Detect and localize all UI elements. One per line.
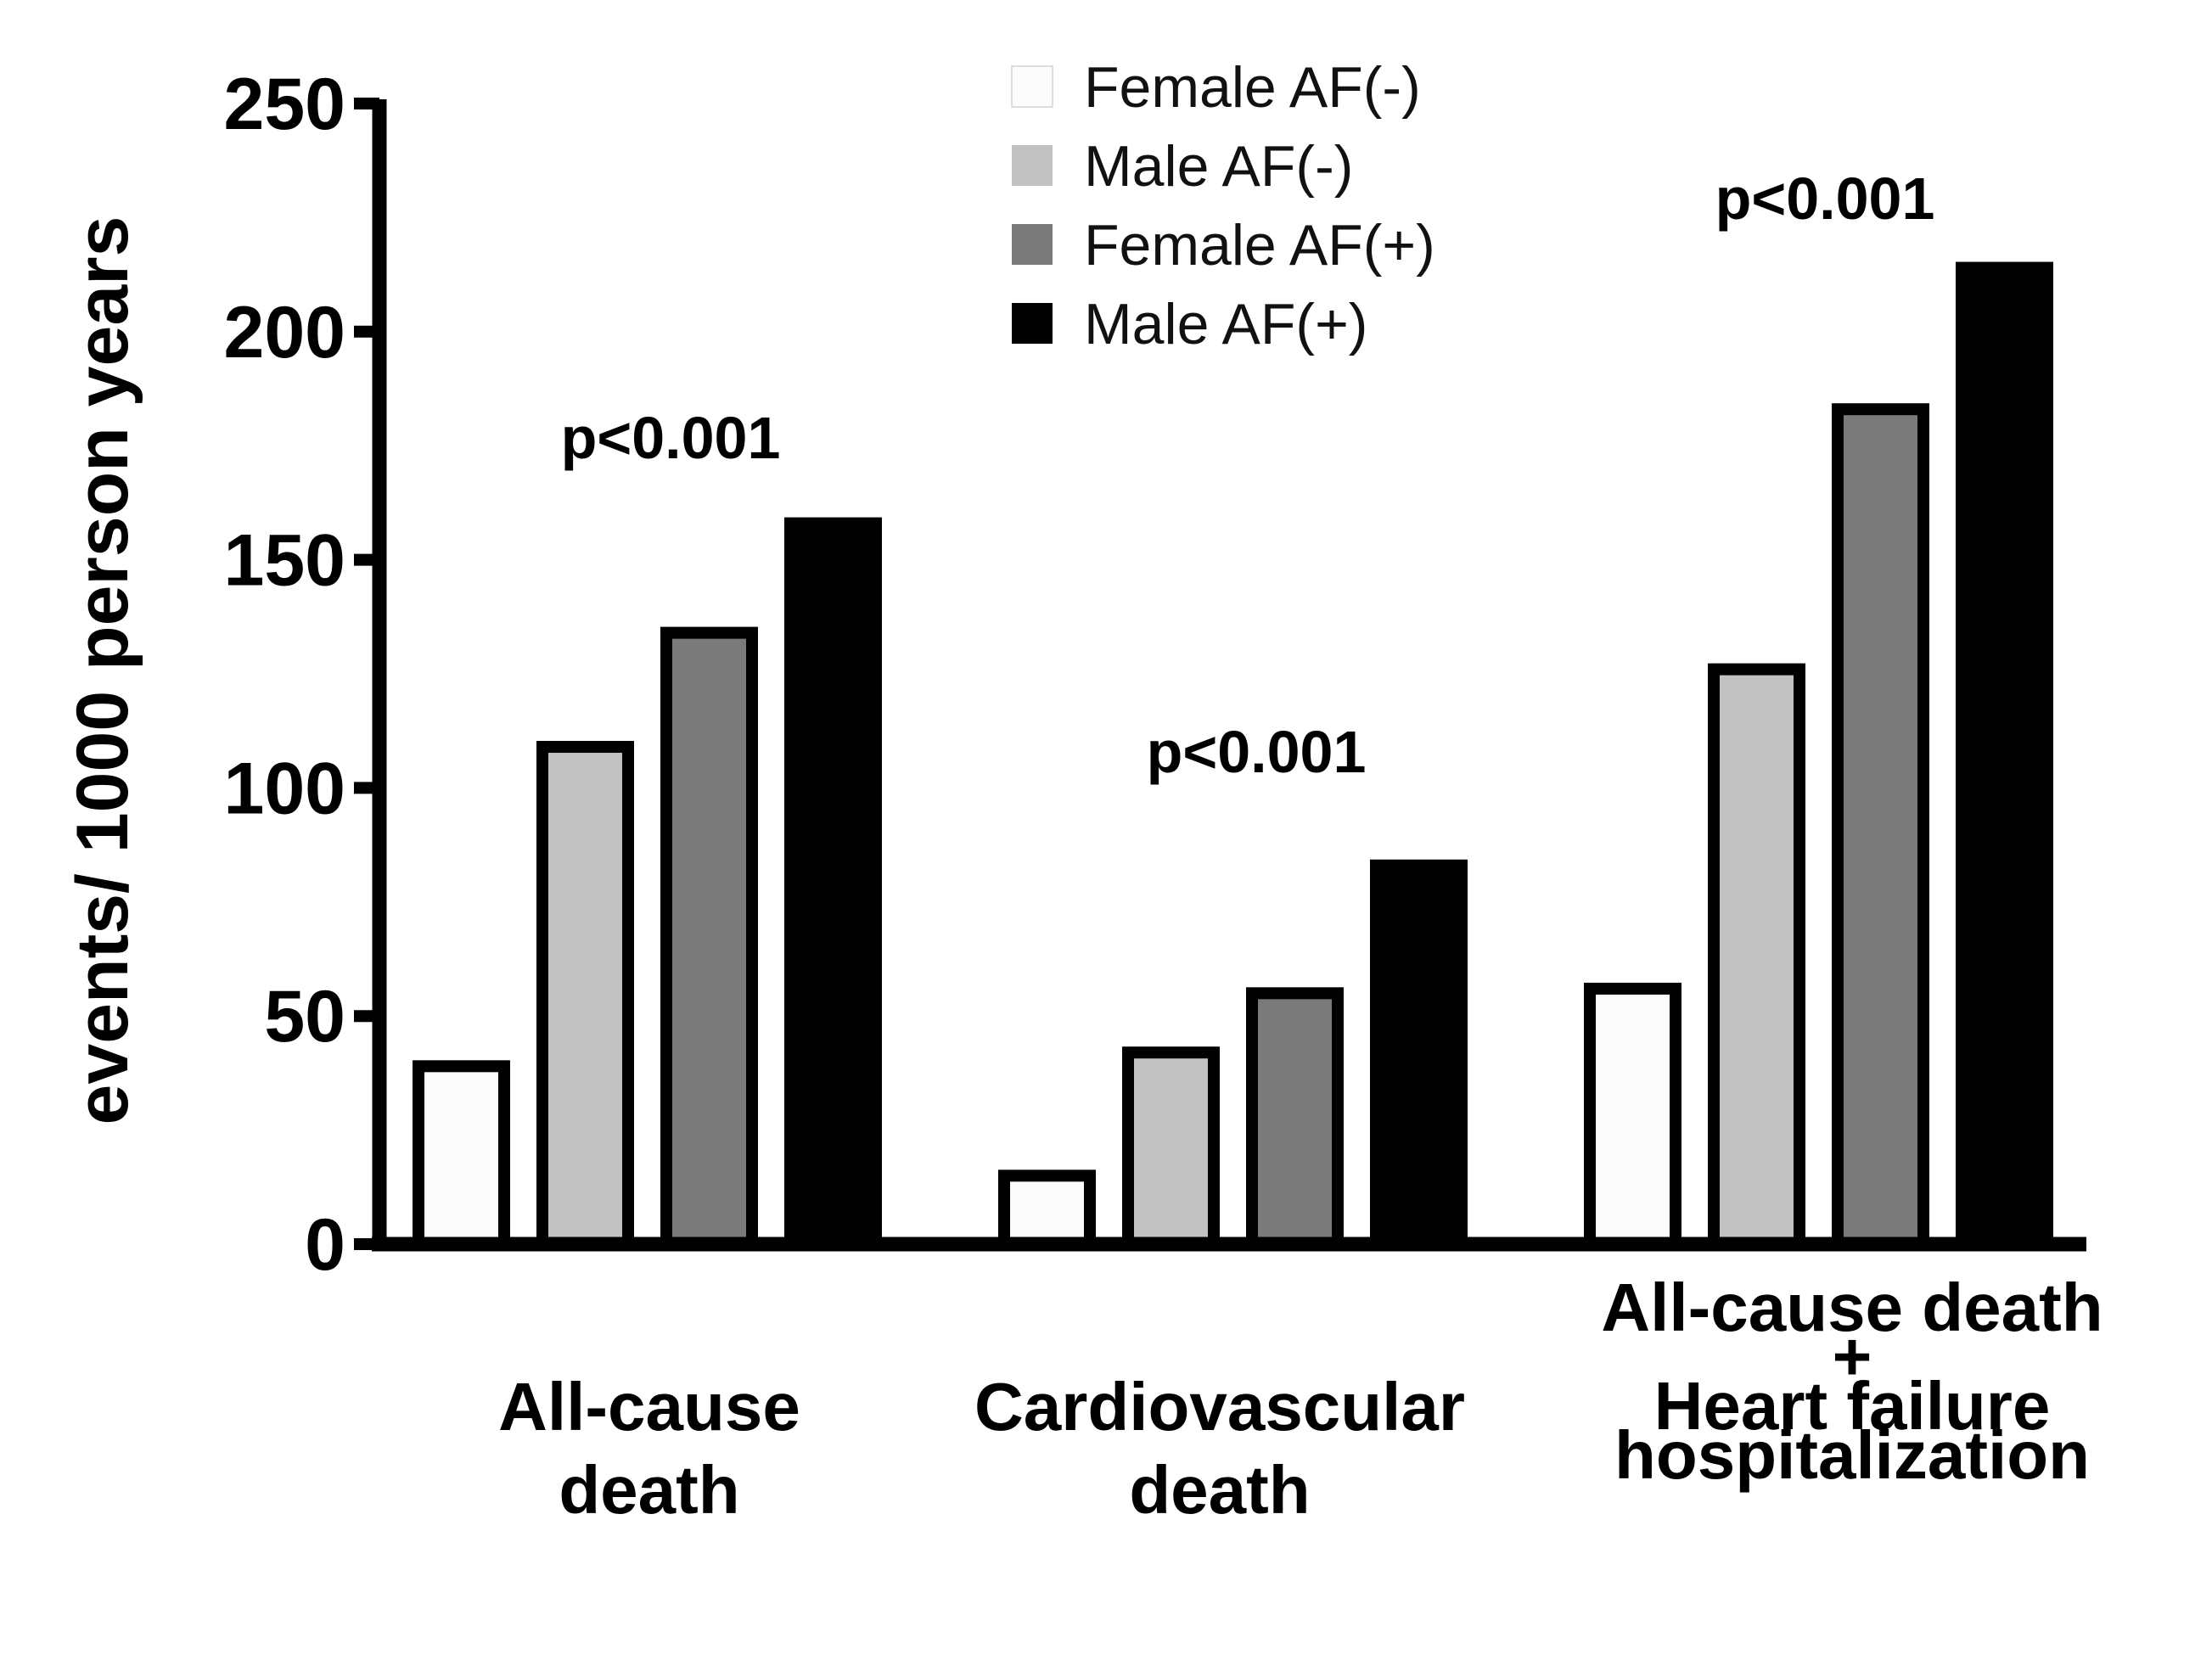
bar bbox=[998, 1169, 1096, 1250]
legend-swatch bbox=[1011, 65, 1053, 108]
bar bbox=[1370, 859, 1468, 1250]
category-label-line: death bbox=[559, 1452, 739, 1528]
legend-swatch bbox=[1012, 224, 1053, 265]
p-value-label: p<0.001 bbox=[1715, 165, 1935, 232]
bar bbox=[1956, 261, 2053, 1250]
category-label-line: All-cause bbox=[498, 1369, 800, 1444]
category-label-line: + bbox=[1833, 1319, 1872, 1394]
y-ticks: 0 50 100 150 200 250 bbox=[224, 64, 379, 1286]
category-label-line: All-cause death bbox=[1601, 1270, 2103, 1345]
legend-swatch bbox=[1012, 303, 1053, 344]
category-label-line: death bbox=[1129, 1452, 1310, 1528]
legend-label: Female AF(+) bbox=[1084, 213, 1435, 278]
y-tick-label: 250 bbox=[224, 64, 346, 145]
legend-label: Male AF(-) bbox=[1084, 134, 1353, 199]
bar bbox=[1708, 663, 1805, 1250]
legend-label: Female AF(-) bbox=[1084, 55, 1421, 120]
category-label-line: Heart failure bbox=[1654, 1368, 2051, 1444]
y-tick-label: 0 bbox=[305, 1204, 345, 1286]
y-tick-label: 100 bbox=[224, 748, 346, 829]
category-label-line: hospitalization bbox=[1614, 1417, 2090, 1493]
y-axis-title: events/ 1000 person years bbox=[62, 216, 143, 1125]
category-labels: All-cause death Cardiovascular death All-cau… bbox=[498, 1270, 2103, 1528]
y-tick-label: 200 bbox=[224, 292, 346, 373]
legend-label: Male AF(+) bbox=[1084, 292, 1367, 356]
y-tick-label: 150 bbox=[224, 520, 346, 602]
bar bbox=[1122, 1046, 1220, 1251]
bar bbox=[1584, 982, 1681, 1250]
p-value-label: p<0.001 bbox=[561, 405, 781, 471]
p-value-annotations: p<0.001 p<0.001 p<0.001 bbox=[561, 165, 1935, 785]
bars bbox=[413, 261, 2053, 1251]
bar bbox=[413, 1060, 510, 1251]
legend-swatch bbox=[1012, 145, 1053, 186]
legend: Female AF(-) Male AF(-) Female AF(+) Male A… bbox=[1011, 55, 1435, 356]
bar bbox=[1832, 403, 1929, 1250]
category-label-line: Cardiovascular bbox=[974, 1369, 1465, 1444]
bar bbox=[660, 626, 758, 1250]
p-value-label: p<0.001 bbox=[1147, 719, 1367, 785]
plot-area: 0 50 100 150 200 250 bbox=[224, 64, 2086, 1286]
y-tick-label: 50 bbox=[264, 976, 345, 1057]
bar bbox=[784, 517, 882, 1250]
bar bbox=[1246, 987, 1344, 1250]
bar bbox=[536, 741, 634, 1250]
